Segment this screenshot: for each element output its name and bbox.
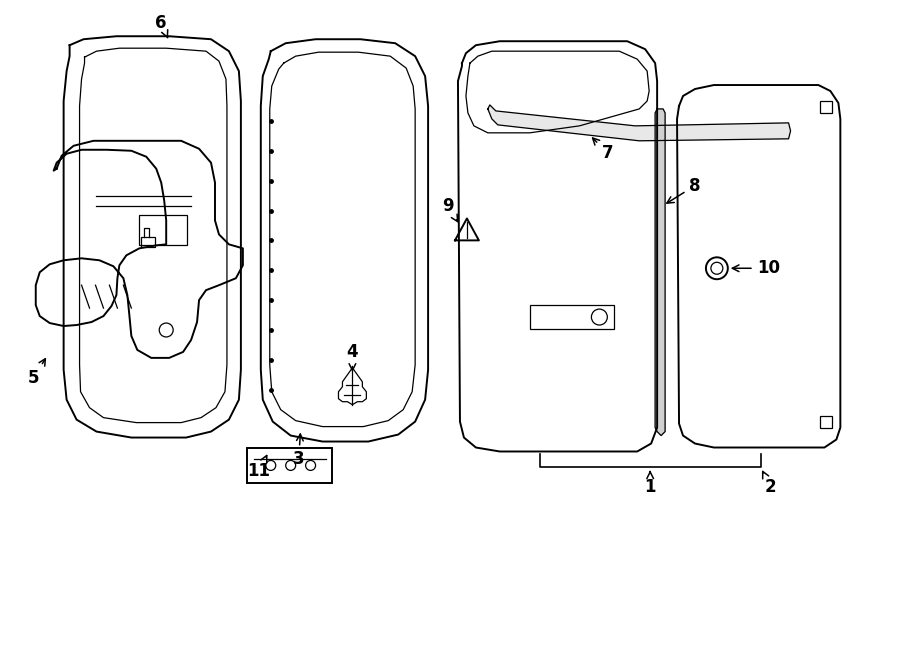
Text: 3: 3 <box>292 434 304 469</box>
Circle shape <box>706 257 728 279</box>
Text: 6: 6 <box>156 15 167 38</box>
Text: 7: 7 <box>592 138 613 162</box>
Polygon shape <box>488 105 790 141</box>
Bar <box>821 101 833 113</box>
Bar <box>141 237 155 247</box>
Polygon shape <box>455 219 479 241</box>
Text: 1: 1 <box>644 472 656 496</box>
Text: 10: 10 <box>733 259 779 277</box>
Text: 8: 8 <box>667 176 701 203</box>
Bar <box>530 305 615 329</box>
Polygon shape <box>655 109 665 436</box>
Text: 2: 2 <box>762 471 777 496</box>
Text: 9: 9 <box>442 196 458 221</box>
Text: 5: 5 <box>28 359 45 387</box>
Polygon shape <box>338 368 366 405</box>
Text: 11: 11 <box>248 455 270 481</box>
Bar <box>821 416 833 428</box>
Text: 4: 4 <box>346 343 358 370</box>
